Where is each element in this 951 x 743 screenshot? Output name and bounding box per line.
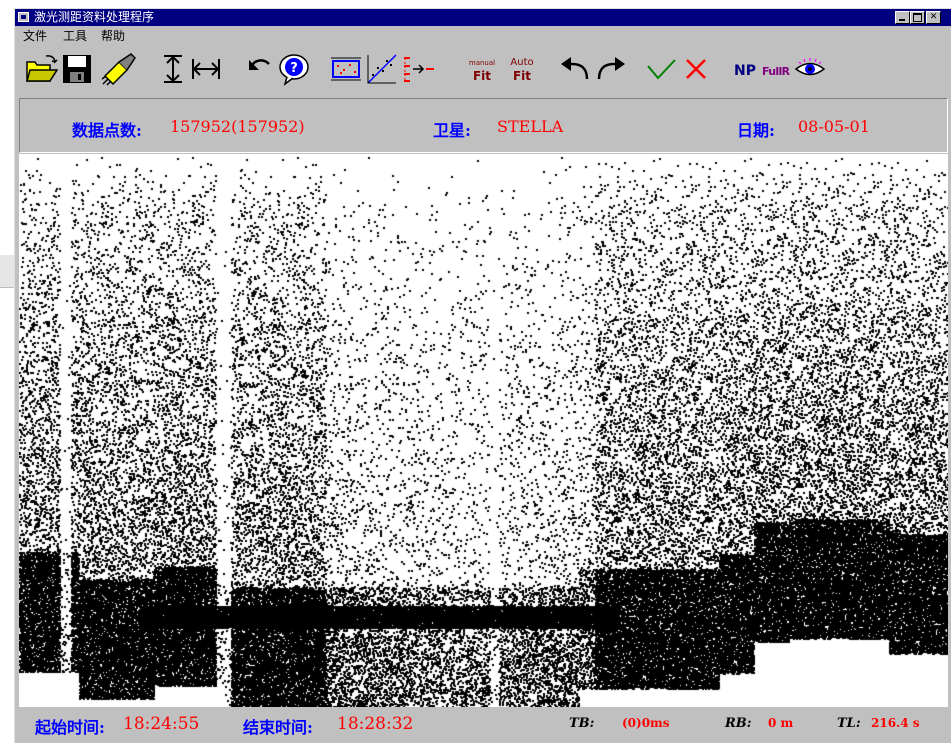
residual-plot-area[interactable]: [19, 154, 948, 707]
app-icon[interactable]: [18, 12, 29, 22]
brush-icon: [101, 53, 136, 86]
np-icon: NP: [734, 63, 756, 79]
tb-label: TB:: [569, 716, 595, 731]
floppy-disk-icon: [63, 55, 91, 83]
undo-icon: [249, 59, 270, 70]
normal-point-button[interactable]: NP: [730, 52, 760, 86]
open-folder-icon: [26, 55, 58, 82]
end-time-value: 18:28:32: [337, 714, 414, 734]
start-time-value: 18:24:55: [123, 714, 200, 734]
vertical-arrows-icon: [164, 55, 182, 83]
checkmark-icon: [647, 59, 676, 80]
points-label: 数据点数:: [72, 121, 142, 140]
satellite-label: 卫星:: [433, 121, 471, 140]
reject-button[interactable]: [681, 52, 711, 86]
tb-value: (0)0ms: [622, 716, 670, 730]
date-value: 08-05-01: [798, 117, 870, 136]
help-button[interactable]: ?: [277, 52, 311, 86]
accept-button[interactable]: [643, 52, 679, 86]
remove-points-button[interactable]: [401, 52, 435, 86]
open-folder-button[interactable]: [24, 52, 58, 86]
undo-zoom-button[interactable]: [243, 52, 275, 86]
clear-button[interactable]: [99, 52, 139, 86]
maximize-button[interactable]: [910, 11, 925, 24]
help-bubble-icon: ?: [279, 54, 309, 86]
vertical-scale-button[interactable]: [158, 52, 188, 86]
desktop-background: [0, 0, 14, 743]
full-range-button[interactable]: FullR: [761, 52, 791, 86]
auto-fit-top-label: Auto: [510, 57, 533, 68]
auto-fit-icon: Auto Fit: [510, 57, 533, 83]
horizontal-scale-button[interactable]: [189, 52, 223, 86]
svg-text:?: ?: [290, 61, 298, 76]
menu-bar: 文件 工具 帮助: [15, 27, 951, 45]
undo-arrow-icon: [561, 57, 589, 80]
redo-arrow-icon: [597, 57, 625, 80]
fit-line-button[interactable]: [365, 52, 399, 86]
manual-fit-icon: manual Fit: [469, 59, 495, 83]
fullr-label: FullR: [762, 65, 791, 78]
manual-fit-top-label: manual: [469, 59, 495, 67]
horizontal-arrows-icon: [192, 59, 220, 79]
tl-label: TL:: [837, 716, 861, 731]
auto-fit-bottom-label: Fit: [513, 69, 531, 83]
info-panel: 数据点数: 157952(157952) 卫星: STELLA 日期: 08-0…: [19, 98, 948, 153]
x-mark-icon: [686, 59, 706, 79]
rb-label: RB:: [725, 716, 752, 731]
menu-help[interactable]: 帮助: [101, 29, 126, 43]
rb-value: 0 m: [768, 716, 794, 730]
manual-fit-button[interactable]: manual Fit: [465, 52, 499, 86]
minimize-button[interactable]: [895, 11, 910, 24]
menu-file[interactable]: 文件: [23, 29, 48, 43]
undo-button[interactable]: [556, 52, 592, 86]
satellite-value: STELLA: [497, 117, 564, 136]
remove-points-icon: [404, 57, 434, 82]
start-time-label: 起始时间:: [35, 718, 105, 737]
toolbar: ?: [15, 46, 951, 94]
tl-value: 216.4 s: [871, 716, 920, 730]
scatter-line-icon: [367, 54, 397, 84]
points-value: 157952(157952): [170, 117, 305, 136]
fullr-icon: FullR: [762, 65, 791, 78]
residual-scatter-canvas[interactable]: [19, 154, 948, 707]
np-label: NP: [734, 63, 756, 79]
menu-tools[interactable]: 工具: [63, 29, 88, 43]
eye-icon: [794, 58, 826, 76]
redo-button[interactable]: [594, 52, 630, 86]
close-button[interactable]: ✕: [926, 11, 941, 24]
auto-fit-button[interactable]: Auto Fit: [505, 52, 539, 86]
end-time-label: 结束时间:: [243, 718, 313, 737]
status-bar: 起始时间: 18:24:55 结束时间: 18:28:32 TB: (0)0ms…: [19, 707, 948, 742]
select-points-button[interactable]: [329, 52, 363, 86]
app-window: 激光测距资料处理程序 ✕ 文件 工具 帮助: [14, 8, 951, 743]
select-points-icon: [331, 57, 361, 81]
desktop-window-edge: [0, 255, 14, 288]
view-button[interactable]: [793, 52, 827, 86]
window-title: 激光测距资料处理程序: [34, 10, 155, 24]
manual-fit-bottom-label: Fit: [473, 69, 491, 83]
save-button[interactable]: [60, 52, 94, 86]
title-bar[interactable]: 激光测距资料处理程序 ✕: [15, 9, 951, 26]
date-label: 日期:: [737, 121, 775, 140]
